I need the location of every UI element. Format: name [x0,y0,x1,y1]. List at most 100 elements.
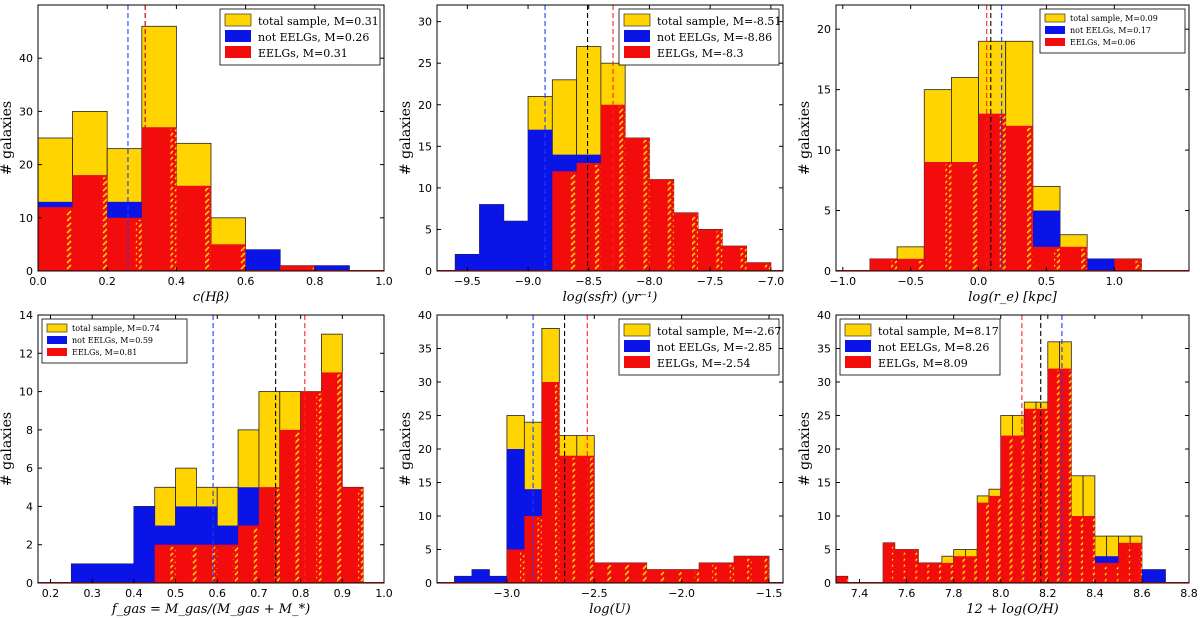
y-tick-label: 20 [418,443,432,456]
not-eelg-bar [455,254,480,271]
not-eelg-bar [314,265,350,271]
y-tick-label: 0 [26,265,33,278]
x-tick-label: −9.0 [515,275,542,288]
eelg-hatch [212,546,218,583]
eelg-hatch [1056,370,1060,583]
x-tick-label: 0.2 [42,587,60,600]
x-axis-label: c(Hβ) [193,290,229,305]
y-tick-label: 20 [418,99,432,112]
y-tick-label: 35 [418,343,432,356]
eelg-bar [953,556,966,583]
x-tick-label: 0.9 [334,587,352,600]
legend-swatch-not-eelg [624,30,650,42]
x-tick-label: 7.4 [851,587,869,600]
not-eelg-bar [92,563,114,583]
eelg-hatch [643,140,650,271]
eelg-hatch [915,551,919,583]
eelg-hatch [594,164,601,271]
legend-swatch-eelg [624,46,650,58]
eelg-hatch [554,384,560,583]
y-tick-label: 5 [824,205,831,218]
not-eelg-bar [71,563,93,583]
panel-log-u: −3.0 −2.5 −2.0 −1.5 0 5 10 15 20 25 30 35 40 log(U) # … [398,309,784,617]
eelg-hatch [170,129,177,271]
x-axis-label: log(U) [589,602,630,617]
x-tick-label: −8.0 [636,275,663,288]
eelg-bar [1024,408,1037,583]
eelg-hatch [295,431,301,583]
eelg-hatch [308,267,315,271]
y-tick-label: 0 [425,265,432,278]
eelg-bar [1059,368,1072,583]
legend-swatch-total [844,323,872,337]
not-eelg-bar [479,204,504,271]
eelg-hatch [712,564,717,583]
eelg-bar [894,549,907,583]
eelg-hatch [357,489,364,583]
eelg-bar [1106,562,1119,583]
x-tick-label: −7.5 [697,275,724,288]
eelg-hatch [274,489,280,583]
eelg-hatch [537,518,542,583]
eelg-bar [977,502,989,583]
panel-c-hbeta: 0.0 0.2 0.4 0.6 0.8 1.0 0 10 20 30 40 c(Hβ) # galaxi… [0,4,393,305]
x-tick-label: 8.6 [1133,587,1151,600]
x-tick-label: 7.8 [945,587,963,600]
legend-swatch-eelg [47,348,67,356]
axes-frame [835,4,1190,272]
eelg-hatch [1081,248,1088,271]
y-tick-label: 25 [817,410,831,423]
x-tick-label: 0.5 [167,587,185,600]
eelg-hatch [619,106,626,271]
y-tick-label: 20 [817,443,831,456]
legend: total sample, M=0.31 not EELGs, M=0.26 EEL… [219,8,381,66]
eelg-bar [941,562,954,583]
y-tick-label: 25 [418,57,432,70]
eelg-hatch [589,457,595,583]
eelg-hatch [659,571,665,583]
panel-ssfr: −9.5 −9.0 −8.5 −8.0 −7.5 −7.0 0 5 10 15 20 25 30 log(… [398,4,784,305]
legend-swatch-not-eelg [845,340,871,352]
eelg-hatch [844,578,848,583]
y-tick-label: 2 [26,539,33,552]
eelg-hatch [677,571,682,583]
eelg-hatch [232,546,239,583]
eelg-bar [918,562,931,583]
eelg-hatch [135,219,142,271]
eelg-hatch [1138,544,1142,583]
x-tick-label: 0.7 [250,587,268,600]
legend-label: not EELGs, M=0.17 [1070,26,1151,35]
eelg-hatch [764,264,771,271]
x-tick-label: −9.5 [454,275,481,288]
legend-label: EELGs, M=8.09 [878,357,968,370]
eelg-hatch [938,564,942,583]
legend-swatch-total [1044,13,1066,23]
not-eelg-bar [528,129,553,271]
y-tick-label: 30 [817,376,831,389]
legend: total sample, M=8.17 not EELGs, M=8.26 EEL… [839,318,1001,376]
x-tick-label: −0.5 [897,275,924,288]
y-tick-label: 5 [824,544,831,557]
legend-swatch-total [623,323,651,337]
legend: total sample, M=0.74 not EELGs, M=0.59 EEL… [41,318,188,364]
eelg-bar [1118,542,1131,583]
y-tick-label: 6 [26,462,33,475]
x-tick-label: 0.2 [98,275,116,288]
x-tick-label: 0.0 [970,275,988,288]
eelg-hatch [891,544,895,583]
eelg-bar [1047,368,1060,583]
x-tick-label: −8.5 [575,275,602,288]
y-axis-label: # galaxies [0,101,15,175]
y-tick-label: 10 [817,144,831,157]
y-axis-label: # galaxies [797,101,813,175]
eelg-hatch [520,551,525,583]
eelg-bar [1000,435,1013,583]
eelg-hatch [903,551,907,583]
y-tick-label: 0 [824,265,831,278]
legend-swatch-total [46,323,68,333]
legend-label: not EELGs, M=-2.85 [657,341,772,354]
x-axis-label: f_gas = M_gas/(M_gas + M_*) [111,602,310,617]
y-tick-label: 40 [418,309,432,322]
eelg-hatch [945,164,952,271]
